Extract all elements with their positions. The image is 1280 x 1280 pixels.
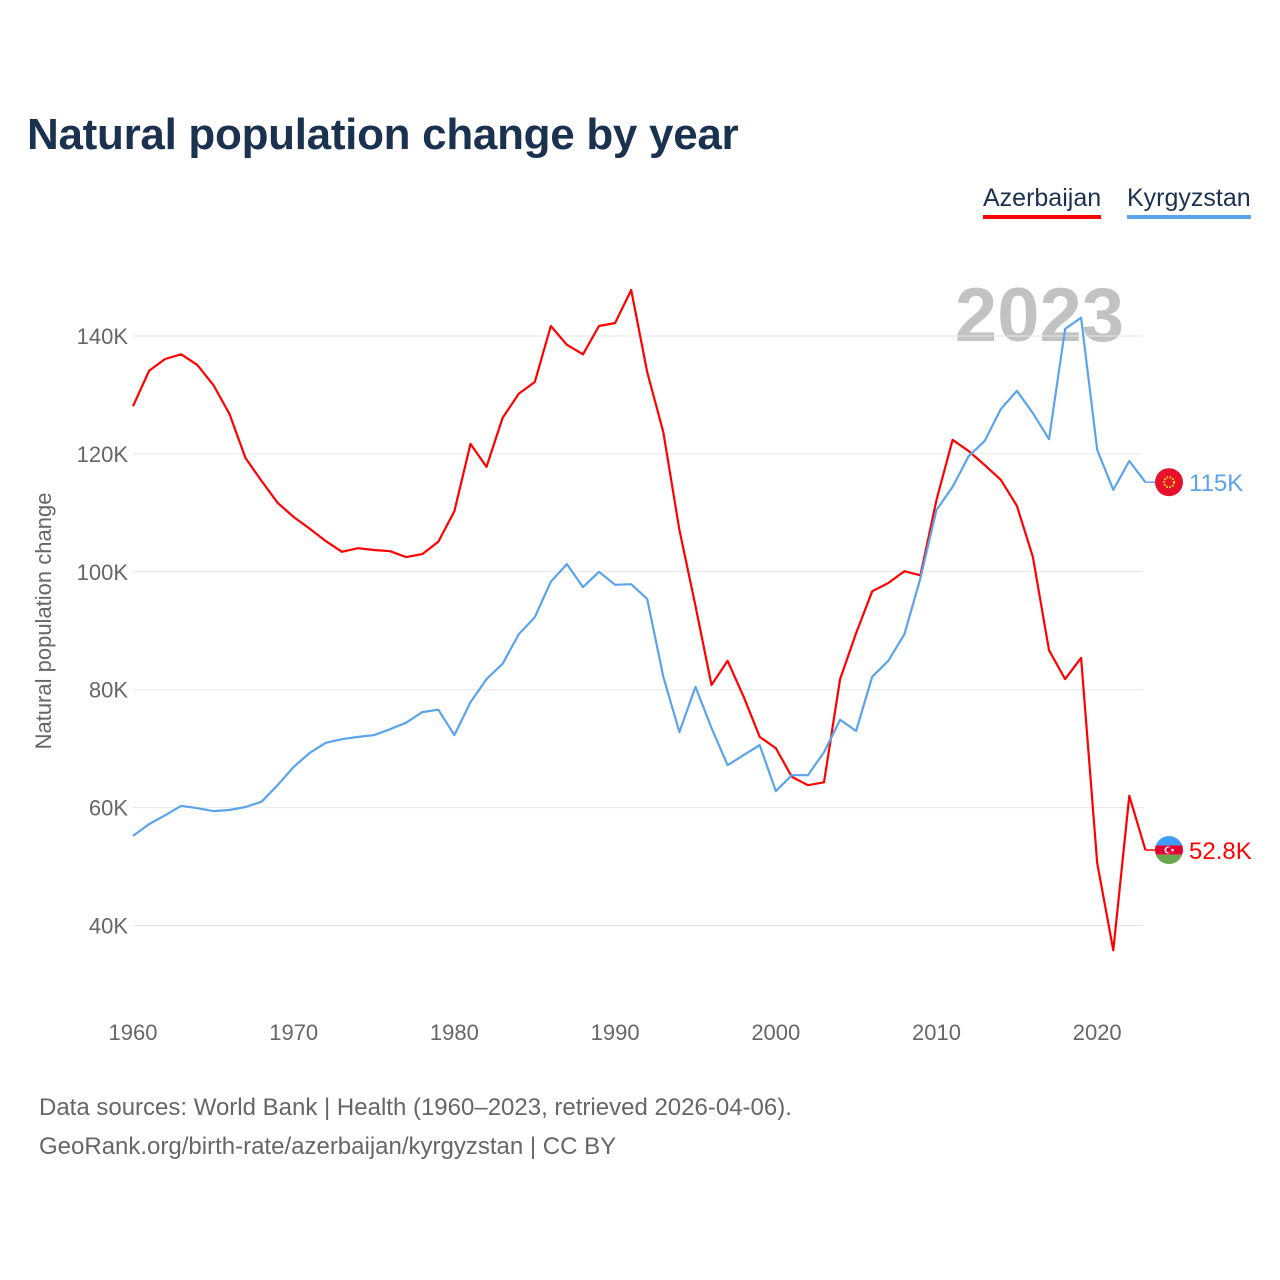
legend-item-kyrgyzstan[interactable]: Kyrgyzstan [1127, 184, 1251, 219]
y-axis-label: Natural population change [31, 493, 56, 750]
flag-sun-icon [1163, 476, 1175, 489]
x-tick-label: 1960 [109, 1020, 158, 1045]
y-tick-label: 40K [89, 914, 128, 939]
end-value-label-azerbaijan: 52.8K [1189, 838, 1252, 865]
kyrgyzstan-flag-icon [1155, 468, 1183, 497]
y-tick-label: 60K [89, 796, 128, 821]
source-note: Data sources: World Bank | Health (1960–… [39, 1088, 792, 1166]
chart-title: Natural population change by year [27, 110, 739, 159]
y-tick-label: 120K [77, 442, 129, 467]
flag-crescent-icon [1166, 847, 1172, 853]
x-tick-label: 2010 [912, 1020, 961, 1045]
x-tick-label: 1990 [591, 1020, 640, 1045]
x-tick-label: 1970 [269, 1020, 318, 1045]
flag-stripe [1155, 854, 1183, 865]
flag-star-icon [1171, 848, 1174, 852]
x-tick-label: 2020 [1073, 1020, 1122, 1045]
y-tick-label: 140K [77, 324, 129, 349]
azerbaijan-flag-icon [1155, 836, 1183, 846]
year-watermark: 2023 [955, 273, 1124, 358]
end-value-label-kyrgyzstan: 115K [1189, 470, 1243, 497]
source-line: Data sources: World Bank | Health (1960–… [39, 1094, 792, 1121]
y-tick-label: 100K [77, 560, 129, 585]
series-line-azerbaijan [131, 288, 1147, 952]
x-tick-label: 1980 [430, 1020, 479, 1045]
x-tick-label: 2000 [751, 1020, 800, 1045]
series-line-kyrgyzstan [132, 316, 1147, 837]
legend-item-azerbaijan[interactable]: Azerbaijan [983, 184, 1102, 219]
y-tick-label: 80K [89, 678, 128, 703]
source-link[interactable]: GeoRank.org/birth-rate/azerbaijan/kyrgyz… [39, 1133, 617, 1160]
